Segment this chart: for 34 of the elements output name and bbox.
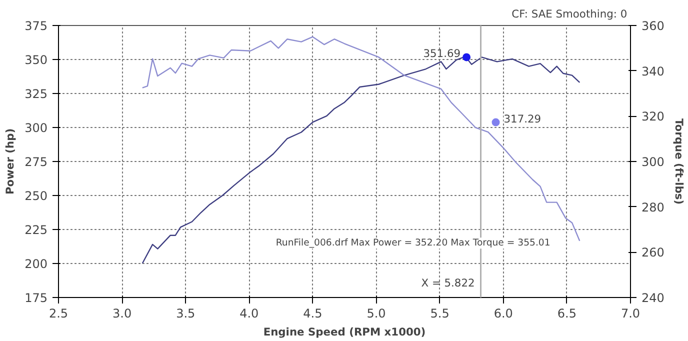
y2-tick-label: 300 [642,155,664,169]
y2-tick-label: 280 [642,200,664,214]
y-tick-label: 325 [24,87,48,101]
y-tick-label: 200 [24,257,48,271]
y2-tick-label: 320 [642,110,664,124]
ref-line-label: X = 5.822 [421,276,475,290]
x-axis-title: Engine Speed (RPM x1000) [263,326,426,338]
y-tick-label: 275 [24,155,48,169]
x-tick-label: 5.0 [366,306,386,320]
x-tick-label: 7.0 [620,306,640,320]
y2-tick-label: 260 [642,246,664,260]
annotation: RunFile_006.drf Max Power = 352.20 Max Torque = 355.01 [276,238,550,249]
y-tick-label: 375 [24,19,48,33]
y2-axis-title: Torque (ft-lbs) [672,118,686,205]
y-axis-title: Power (hp) [4,128,17,195]
x-tick-label: 2.5 [48,306,68,320]
x-tick-label: 5.5 [430,306,450,320]
y-tick-label: 225 [24,223,48,237]
y-tick-label: 300 [24,121,48,135]
x-tick-label: 4.0 [240,306,259,320]
y2-tick-label: 240 [642,291,664,305]
y-tick-label: 250 [24,189,48,203]
y2-tick-label: 340 [642,64,664,78]
x-tick-label: 4.5 [303,306,322,320]
x-tick-label: 6.0 [494,306,513,320]
y-tick-label: 175 [24,291,48,305]
x-tick-label: 3.0 [112,306,132,320]
y-tick-label: 350 [24,53,48,67]
y2-tick-label: 360 [642,19,664,33]
x-tick-label: 6.5 [557,306,576,320]
x-tick-label: 3.5 [176,306,196,320]
data-label: 351.69 [423,47,461,60]
text: CF: SAE Smoothing: 0 [512,8,628,20]
data-label: 317.29 [504,112,542,126]
